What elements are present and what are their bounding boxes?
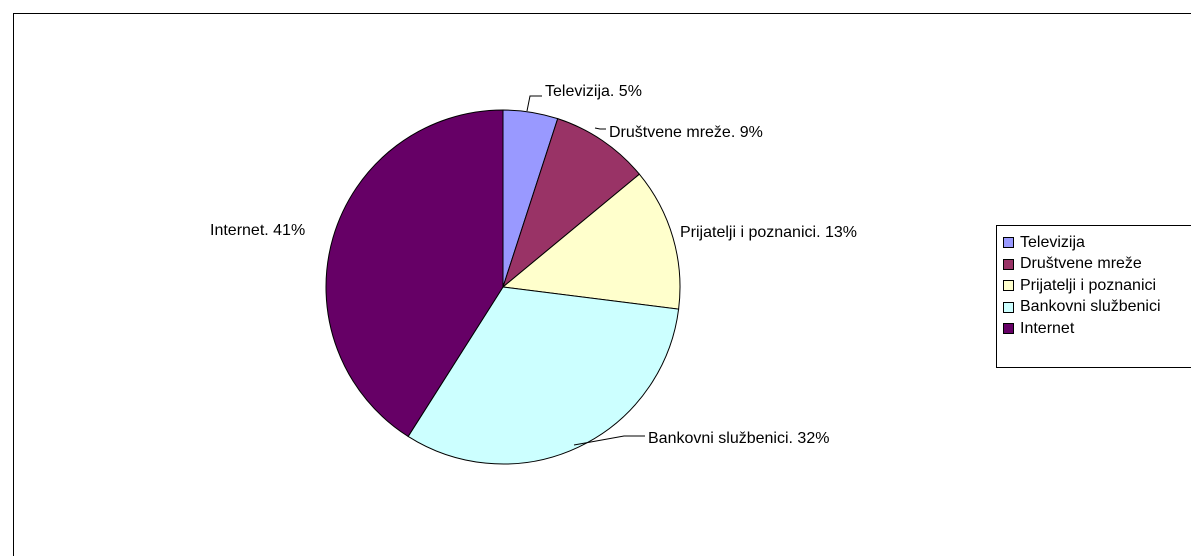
data-label-drustvene-mreze: Društvene mreže. 9% (609, 124, 763, 141)
pie-slice-internet (325, 109, 504, 438)
leader-lines (526, 95, 645, 446)
leader-line-bankovni-sluzbenici (573, 435, 645, 446)
legend: Televizija Društvene mreže Prijatelji i … (996, 225, 1191, 368)
data-label-televizija: Televizija. 5% (545, 83, 642, 100)
legend-item: Televizija (1003, 232, 1191, 254)
legend-label: Internet (1020, 319, 1075, 337)
pie-slice-prijatelji-i-poznanici (501, 173, 681, 310)
legend-item: Internet (1003, 318, 1191, 340)
data-label-prijatelji-i-poznanici: Prijatelji i poznanici. 13% (680, 224, 857, 241)
data-labels: Televizija. 5% Društvene mreže. 9% Prija… (210, 83, 857, 447)
legend-swatch (1003, 258, 1014, 270)
legend-item: Bankovni službenici (1003, 297, 1191, 319)
legend-label: Prijatelji i poznanici (1020, 276, 1157, 294)
data-label-bankovni-sluzbenici: Bankovni službenici. 32% (648, 430, 829, 447)
legend-label: Televizija (1020, 233, 1085, 251)
legend-label: Društvene mreže (1020, 255, 1142, 273)
legend-swatch (1003, 323, 1014, 335)
legend-label: Bankovni službenici (1020, 298, 1161, 316)
pie-slice-dru-tvene-mre-e (501, 118, 641, 289)
leader-line-televizija (526, 95, 542, 112)
legend-swatch (1003, 237, 1014, 249)
legend-item: Društvene mreže (1003, 254, 1191, 276)
legend-item: Prijatelji i poznanici (1003, 275, 1191, 297)
legend-swatch (1003, 301, 1014, 313)
pie-slices (325, 109, 681, 465)
leader-line-drustvene-mreze (594, 127, 606, 130)
pie-slice-bankovni-slu-benici (407, 286, 680, 465)
legend-swatch (1003, 280, 1014, 292)
data-label-internet: Internet. 41% (210, 222, 305, 239)
